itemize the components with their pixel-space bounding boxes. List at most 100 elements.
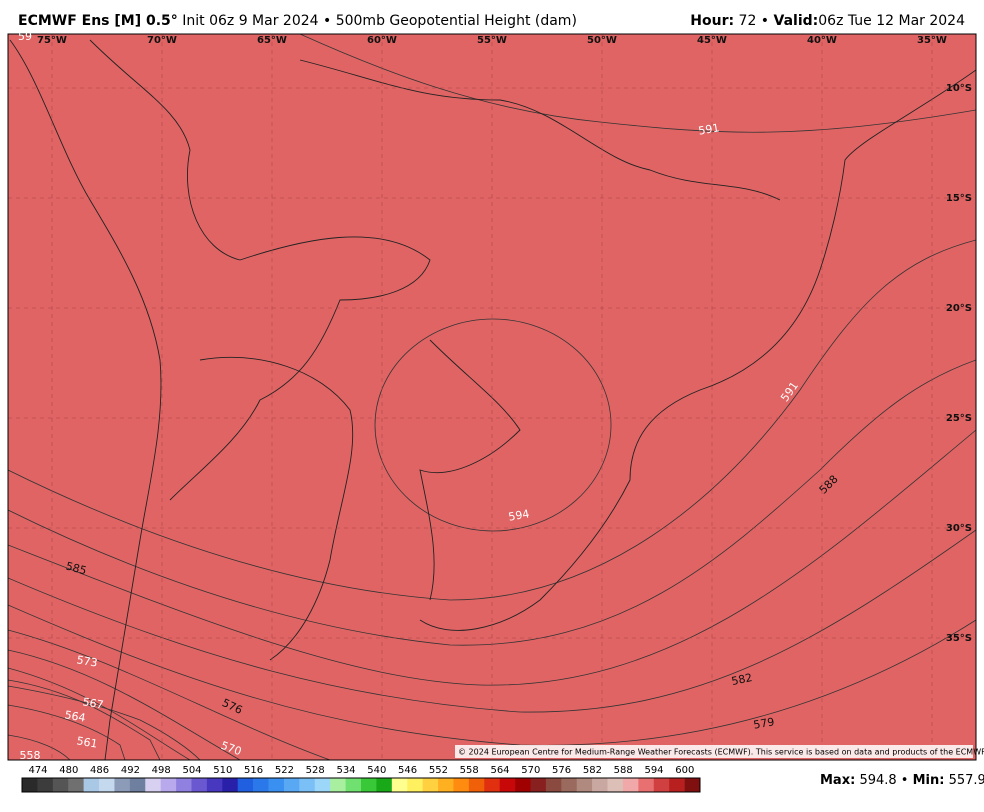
colorbar-swatch [37,778,54,792]
valid-label: Valid: [774,13,819,29]
colorbar-swatch [222,778,239,792]
band [8,239,976,760]
colorbar-label: 564 [490,765,509,776]
band [374,318,612,532]
colorbar-label: 528 [306,765,325,776]
latitude-label: 25°S [946,413,972,424]
colorbar-label: 600 [675,765,694,776]
border [199,357,354,661]
contour-label: 579 [752,715,775,731]
band [8,685,201,760]
border [299,59,781,201]
colorbar-swatch [561,778,578,792]
colorbar-swatch [176,778,192,792]
colorbar-swatch [376,778,393,792]
colorbar-swatch [22,778,38,792]
colorbar-label: 474 [28,765,47,776]
longitude-label: 35°W [917,35,947,46]
colorbar-label: 498 [152,765,171,776]
copyright-bg [455,745,973,758]
colorbar-swatch [99,778,115,792]
band [8,667,191,760]
longitude-label: 70°W [147,35,177,46]
colorbar-swatch [237,778,254,792]
contour-label: 573 [76,653,99,669]
colorbar-label: 558 [460,765,479,776]
colorbar-swatch [684,778,701,792]
colorbar-swatch [622,778,639,792]
longitude-label: 65°W [257,35,287,46]
colorbar-label: 582 [583,765,602,776]
contour-label: 561 [76,734,99,750]
contour-label: 567 [82,695,105,711]
max-label: Max: [820,773,855,788]
copyright: © 2024 European Centre for Medium-Range … [458,748,984,757]
colorbar-swatch [653,778,670,792]
colorbar-label: 480 [59,765,78,776]
band [8,649,241,760]
longitude-label: 75°W [37,35,67,46]
colorbar-swatch [669,778,685,792]
colorbar-swatch [453,778,470,792]
latitude-label: 20°S [946,303,972,314]
valid: 06z Tue 12 Mar 2024 [818,13,965,29]
colorbar-swatch [422,778,439,792]
colorbar-swatch [361,778,377,792]
valid-time: Hour: 72 • Valid:06z Tue 12 Mar 2024 [690,13,965,29]
contour-label: 59 [18,30,32,43]
latitude-label: 30°S [946,523,972,534]
colorbar-swatch [484,778,500,792]
colorbar-swatch [268,778,285,792]
longitude-label: 40°W [807,35,837,46]
coast [419,69,976,631]
colorbar-swatch [345,778,362,792]
border [89,39,431,501]
hour: 72 • [739,13,770,29]
latitude-label: 35°S [946,633,972,644]
contour-label: 564 [64,708,87,724]
colorbar-swatch [299,778,316,792]
model: ECMWF Ens [M] 0.5° [18,13,178,29]
contour-label: 585 [64,560,88,578]
colorbar-swatch [283,778,300,792]
contour-label: 558 [20,749,41,762]
colorbar-swatch [114,778,131,792]
latitude-label: 15°S [946,193,972,204]
coast [9,39,162,760]
colorbar-swatch [52,778,69,792]
colorbar-swatch [330,778,346,792]
min: 557.9 [949,773,984,788]
band [8,359,976,760]
band [8,529,976,760]
map-frame [7,33,977,761]
max: 594.8 • [859,773,908,788]
colorbar-label: 510 [213,765,232,776]
latitude-label: 10°S [946,83,972,94]
colorbar-label: 546 [398,765,417,776]
colorbar-swatch [638,778,655,792]
colorbar-swatch [515,778,531,792]
colorbar-swatch [253,778,269,792]
colorbar-label: 492 [121,765,140,776]
colorbar-swatch [145,778,161,792]
contour-label: 591 [697,121,720,137]
longitude-label: 45°W [697,35,727,46]
band [8,429,976,760]
colorbar-swatch [68,778,84,792]
colorbar-swatch [499,778,516,792]
band [299,34,976,133]
colorbar-swatch [468,778,485,792]
longitude-label: 60°W [367,35,397,46]
colorbar-swatch [314,778,331,792]
colorbar-swatch [191,778,208,792]
colorbar-label: 522 [275,765,294,776]
colorbar-label: 486 [90,765,109,776]
colorbar-label: 588 [614,765,633,776]
band [8,704,126,760]
min-label: Min: [913,773,945,788]
colorbar-label: 534 [336,765,355,776]
colorbar-label: 504 [182,765,201,776]
title: ECMWF Ens [M] 0.5° Init 06z 9 Mar 2024 •… [18,13,577,29]
colorbar-swatch [391,778,408,792]
colorbar-swatch [407,778,423,792]
